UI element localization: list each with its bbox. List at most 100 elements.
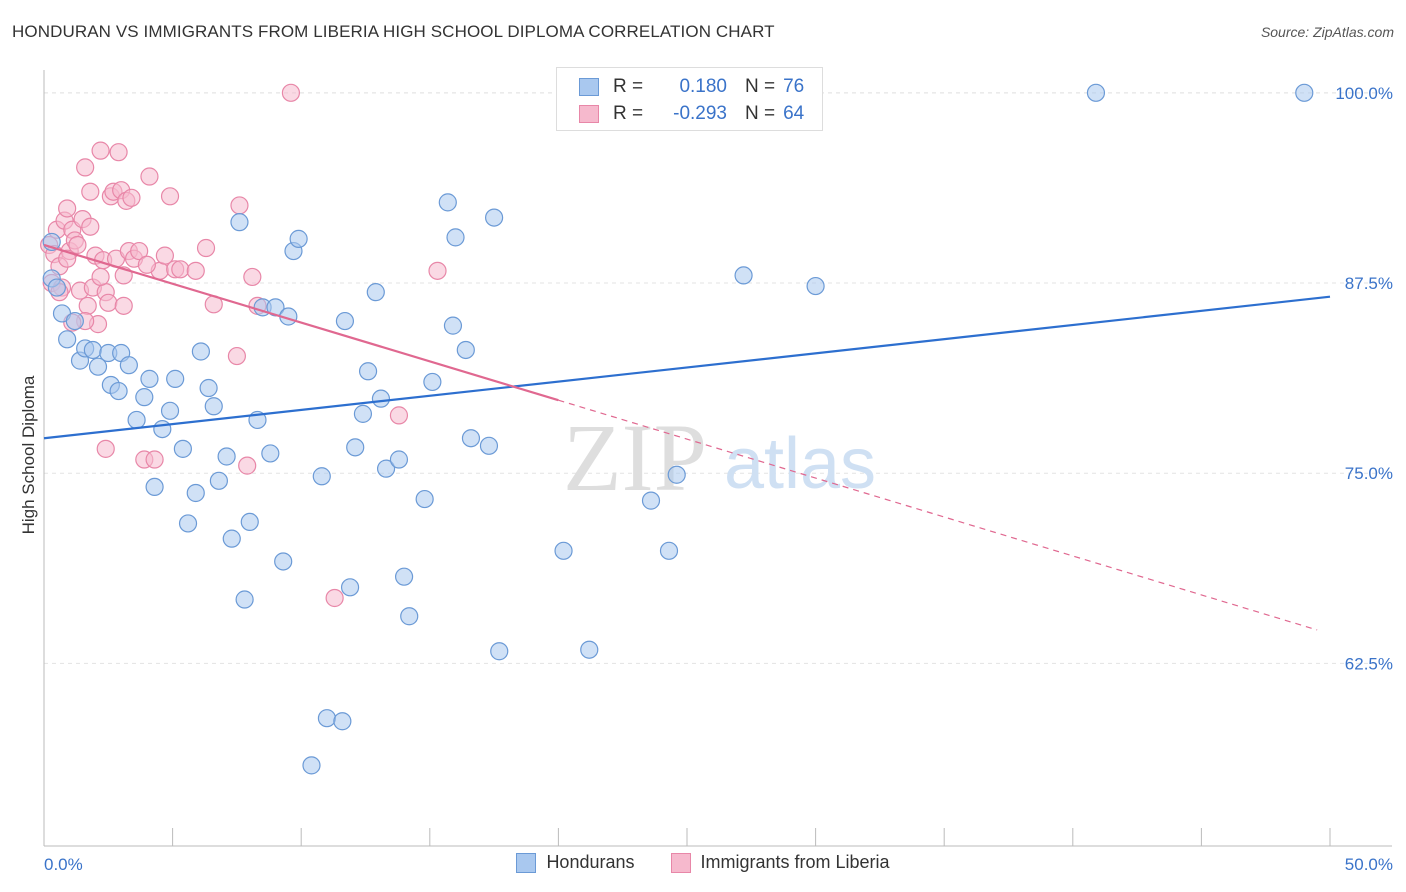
honduran-point	[423, 372, 442, 392]
y-axis-label: High School Diploma	[19, 375, 38, 534]
honduran-point	[317, 709, 337, 728]
y-tick-label: 87.5%	[1345, 274, 1393, 293]
legend-label-liberia: Immigrants from Liberia	[700, 852, 890, 872]
honduran-point	[302, 756, 321, 775]
y-tick-label: 62.5%	[1345, 654, 1393, 673]
liberia-point	[243, 267, 262, 287]
liberia-point	[114, 296, 133, 315]
series-legend: Hondurans Immigrants from Liberia	[0, 852, 1406, 873]
honduran-point	[140, 369, 159, 388]
honduran-point	[222, 529, 241, 548]
liberia-point	[238, 456, 257, 475]
legend-item-liberia: Immigrants from Liberia	[670, 852, 890, 873]
liberia-point	[68, 235, 87, 255]
correlation-legend: R = 0.180 N = 76 R = -0.293 N = 64	[556, 67, 823, 131]
liberia-point	[281, 83, 301, 102]
honduran-point	[456, 340, 475, 360]
liberia-point	[171, 260, 190, 279]
liberia-trend-extension	[558, 399, 1318, 631]
liberia-trend-line	[43, 243, 559, 402]
liberia-point	[160, 187, 180, 206]
honduran-point	[204, 397, 223, 416]
honduran-point	[333, 712, 352, 731]
x-tick-label: 50.0%	[1345, 855, 1393, 874]
liberia-point	[155, 246, 174, 265]
legend-item-hondurans: Hondurans	[516, 852, 635, 873]
honduran-point	[490, 642, 509, 661]
honduran-point	[346, 438, 365, 457]
liberia-point	[96, 439, 115, 458]
honduran-point	[485, 208, 504, 227]
liberia-point	[389, 406, 409, 425]
legend-swatch-pink	[670, 852, 691, 873]
honduran-point	[119, 356, 138, 375]
honduran-point	[235, 590, 254, 609]
honduran-point	[376, 459, 396, 478]
honduran-point	[135, 388, 154, 407]
liberia-point	[91, 141, 110, 160]
series-hondurans-points	[42, 83, 1314, 775]
honduran-point	[88, 357, 108, 376]
tick-labels: 62.5% 75.0% 87.5% 100.0% 0.0% 50.0%	[44, 84, 1393, 874]
honduran-point	[641, 491, 661, 510]
liberia-point	[145, 450, 164, 469]
liberia-point	[58, 199, 77, 218]
honduran-point	[173, 439, 192, 458]
legend-n-label: N =	[745, 103, 776, 124]
liberia-point	[137, 255, 156, 274]
liberia-point	[58, 249, 77, 268]
honduran-point	[400, 607, 419, 626]
honduran-point	[199, 378, 218, 398]
honduran-point	[191, 342, 210, 361]
watermark-zip: ZIP	[563, 404, 707, 511]
chart-title: HONDURAN VS IMMIGRANTS FROM LIBERIA HIGH…	[12, 22, 775, 41]
honduran-point	[109, 381, 128, 401]
zipatlas-watermark: ZIP atlas	[563, 404, 876, 511]
honduran-point	[394, 567, 414, 586]
honduran-point	[274, 552, 293, 571]
honduran-point	[415, 489, 434, 509]
honduran-point	[261, 444, 280, 463]
liberia-point	[325, 588, 344, 608]
liberia-point	[122, 188, 141, 207]
liberia-point	[130, 241, 149, 261]
honduran-point	[580, 640, 599, 659]
watermark-atlas: atlas	[724, 424, 876, 504]
honduran-point	[358, 362, 378, 381]
honduran-point	[289, 229, 308, 248]
liberia-point	[186, 261, 205, 280]
liberia-point	[76, 158, 95, 177]
liberia-point	[81, 182, 100, 201]
legend-r-label: R =	[613, 103, 644, 124]
honduran-point	[554, 541, 573, 560]
axes	[43, 70, 1392, 847]
honduran-point	[145, 477, 164, 497]
honduran-point	[153, 419, 172, 439]
legend-n-value: 76	[783, 76, 805, 97]
honduran-point	[659, 541, 679, 560]
honduran-point	[65, 311, 84, 331]
liberia-point	[78, 296, 97, 315]
honduran-point	[1295, 83, 1314, 102]
honduran-point	[340, 578, 360, 597]
honduran-point	[166, 369, 185, 388]
honduran-point	[389, 450, 409, 469]
liberia-point	[81, 217, 100, 236]
honduran-point	[446, 228, 465, 247]
liberia-point	[196, 238, 216, 258]
trend-lines	[43, 243, 1331, 631]
hondurans-trend-line	[43, 295, 1331, 440]
honduran-point	[335, 311, 355, 331]
honduran-point	[366, 283, 385, 302]
honduran-point	[160, 401, 180, 420]
honduran-point	[83, 340, 102, 360]
honduran-point	[479, 436, 499, 455]
liberia-point	[230, 196, 249, 215]
honduran-point	[667, 465, 686, 484]
legend-row-hondurans: R = 0.180 N = 76	[579, 74, 804, 100]
grid-lines	[44, 92, 1380, 664]
honduran-point	[734, 266, 753, 285]
legend-swatch-pink	[579, 105, 599, 123]
honduran-point	[186, 483, 205, 503]
